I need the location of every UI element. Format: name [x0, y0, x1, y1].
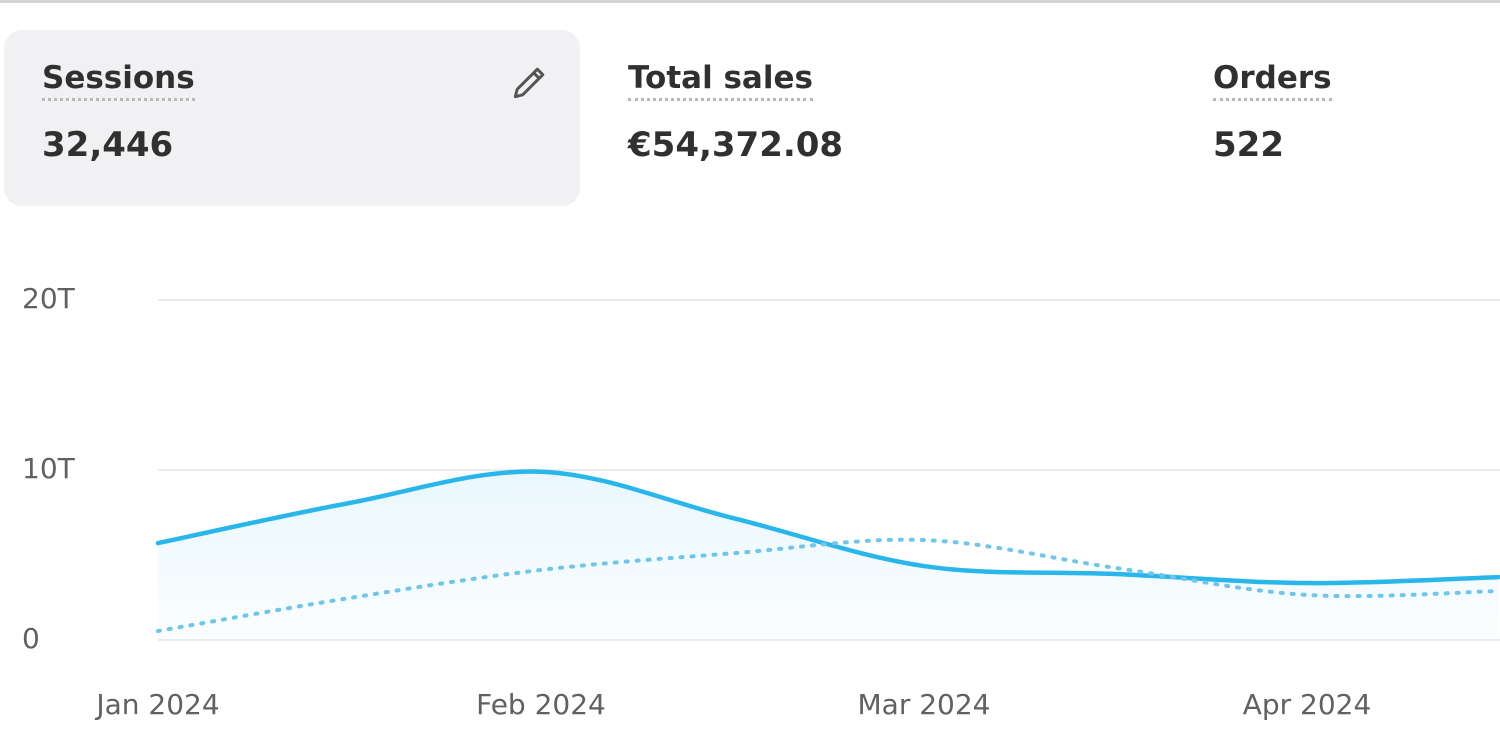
y-tick-label: 0	[22, 622, 40, 655]
metric-card[interactable]: Sessions 32,446	[4, 30, 580, 206]
metric-card[interactable]: Orders 522	[1175, 30, 1500, 206]
chart: 0 10T 20T Jan 2024 Feb 2024 Mar 2024 Apr 2024	[22, 282, 1500, 721]
series-line	[155, 469, 1500, 586]
metric-label: Orders	[1213, 60, 1332, 101]
x-tick-label: Feb 2024	[476, 688, 606, 721]
metric-card[interactable]: Total sales €54,372.08	[590, 30, 1150, 206]
metric-value: €54,372.08	[628, 125, 844, 165]
x-tick-label: Jan 2024	[94, 688, 219, 721]
metric-value: 522	[1213, 125, 1284, 165]
comparison-line	[156, 537, 1500, 633]
metric-value: 32,446	[42, 125, 174, 165]
x-tick-label: Apr 2024	[1243, 688, 1372, 721]
y-tick-label: 20T	[22, 282, 76, 315]
x-tick-label: Mar 2024	[858, 688, 991, 721]
y-tick-label: 10T	[22, 452, 76, 485]
metric-label: Sessions	[42, 60, 195, 101]
area-fill	[158, 471, 1499, 640]
edit-icon[interactable]	[508, 60, 552, 104]
metric-label: Total sales	[628, 60, 813, 101]
